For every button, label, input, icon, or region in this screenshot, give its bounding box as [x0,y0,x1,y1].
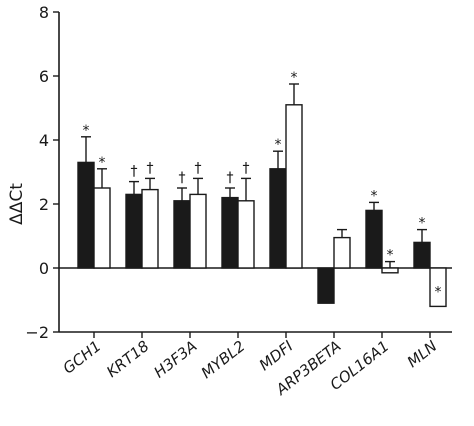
significance-marker: * [275,137,282,153]
significance-marker: † [195,160,202,176]
bar-arp3beta-1 [317,267,335,304]
significance-marker: * [419,216,426,232]
y-tick-label: 4 [39,131,49,150]
category-label: MYBL2 [198,337,249,382]
significance-marker: * [291,70,298,86]
y-axis-label: ΔΔCt [7,183,27,225]
bar-mybl2-2 [237,200,255,269]
bar-col16a1-2 [381,267,399,274]
significance-marker: * [387,248,394,264]
bar-gch1-2 [93,187,111,269]
y-tick-label: 2 [39,195,49,214]
category-label: GCH1 [60,337,105,378]
significance-marker: † [147,160,154,176]
significance-marker: † [227,170,234,186]
significance-marker: † [179,170,186,186]
significance-marker: * [371,188,378,204]
bars: * * † † † † † † * * * * * * [77,70,447,308]
y-tick-label: 0 [39,259,49,278]
category-label: MDFI [256,337,297,375]
bar-arp3beta-2 [333,236,351,269]
significance-marker: † [243,160,250,176]
y-tick-label: −2 [25,323,49,342]
significance-marker: † [131,164,138,180]
y-tick-label: 8 [39,3,49,22]
category-label: MLN [404,337,441,371]
bar-mln-1 [413,241,431,269]
bar-h3f3a-1 [173,200,191,269]
bar-h3f3a-2 [189,193,207,269]
bar-mln-2 [429,267,447,308]
bar-mdfi-2 [285,104,303,269]
bar-krt18-2 [141,188,159,269]
y-tick-label: 6 [39,67,49,86]
axes: −2 0 2 4 6 8 ΔΔCt [7,3,452,342]
bar-krt18-1 [125,193,143,269]
significance-marker: * [83,123,90,139]
category-label: H3F3A [151,337,201,382]
bar-gch1-1 [77,161,95,269]
bar-col16a1-1 [365,209,383,269]
significance-marker: * [99,155,106,171]
bar-mdfi-1 [269,168,287,269]
significance-marker: * [435,284,442,300]
category-label: KRT18 [103,337,152,381]
bar-mybl2-1 [221,196,239,269]
